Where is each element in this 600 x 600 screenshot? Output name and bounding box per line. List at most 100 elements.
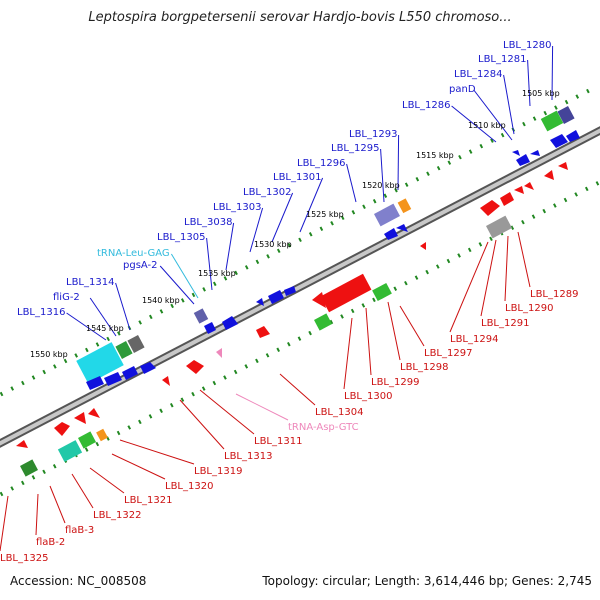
gene-label-reverse[interactable]: flaB-2 (36, 537, 65, 548)
gene-box-lbl1281[interactable] (540, 110, 564, 132)
gene-label-reverse[interactable]: LBL_1325 (0, 553, 48, 564)
gene-label-reverse[interactable]: LBL_1290 (505, 303, 553, 314)
gene-label-reverse[interactable]: LBL_1299 (371, 377, 419, 388)
gene-label-forward[interactable]: LBL_1305 (157, 232, 205, 243)
gene-box-flig2[interactable] (115, 341, 133, 359)
gene-label-forward[interactable]: LBL_1281 (478, 54, 526, 65)
gene-label-reverse[interactable]: LBL_1294 (450, 334, 498, 345)
gene-label-reverse[interactable]: LBL_1319 (194, 466, 242, 477)
gene-arrow[interactable] (284, 286, 296, 296)
leader-line (387, 301, 401, 361)
gene-label-forward[interactable]: LBL_1286 (402, 100, 450, 111)
gene-label-forward[interactable]: panD (449, 84, 476, 95)
gene-arrow[interactable] (558, 162, 568, 170)
gene-label-reverse[interactable]: LBL_1291 (481, 318, 529, 329)
gene-arrow[interactable] (544, 170, 554, 180)
trna-arrow[interactable] (216, 348, 222, 358)
gene-label-forward[interactable]: pgsA-2 (123, 260, 158, 271)
gene-arrow[interactable] (480, 200, 500, 216)
gene-label-reverse[interactable]: flaB-3 (65, 525, 94, 536)
leader-line (517, 231, 531, 288)
gene-arrow[interactable] (524, 182, 534, 190)
scale-ticks (0, 88, 600, 498)
gene-arrow[interactable] (256, 326, 270, 338)
gene-label-forward[interactable]: LBL_1293 (349, 129, 397, 140)
gene-label-forward[interactable]: LBL_1284 (454, 69, 502, 80)
leader-line (504, 235, 509, 302)
gene-label-reverse[interactable]: LBL_1311 (254, 436, 302, 447)
gene-label-reverse[interactable]: LBL_1289 (530, 289, 578, 300)
gene-label-forward[interactable]: LBL_1301 (273, 172, 321, 183)
gene-arrow[interactable] (384, 228, 398, 240)
gene-arrow[interactable] (222, 316, 238, 330)
gene-arrow[interactable] (16, 440, 28, 448)
gene-label-forward[interactable]: tRNA-Leu-GAG (97, 248, 170, 259)
gene-box-lbl1320[interactable] (57, 440, 83, 462)
gene-box-lbl1297[interactable] (372, 282, 392, 302)
leader-line (527, 59, 531, 107)
gene-box-lbl1298[interactable] (320, 273, 372, 313)
gene-arrow[interactable] (500, 192, 514, 206)
gene-label-reverse[interactable]: tRNA-Asp-GTC (288, 422, 359, 433)
gene-arrow[interactable] (530, 150, 540, 156)
gene-arrow[interactable] (420, 242, 426, 250)
gene-label-forward[interactable]: LBL_1280 (503, 40, 551, 51)
gene-arrow[interactable] (396, 224, 408, 232)
gene-label-reverse[interactable]: LBL_1320 (165, 481, 213, 492)
gene-arrow[interactable] (74, 412, 86, 424)
leader-line (66, 312, 107, 341)
gene-box-lbl1291[interactable] (486, 215, 512, 239)
gene-label-reverse[interactable]: LBL_1313 (224, 451, 272, 462)
leader-line (235, 393, 289, 421)
gene-arrow[interactable] (512, 150, 520, 156)
gene-label-forward[interactable]: LBL_1296 (297, 158, 345, 169)
gene-label-forward[interactable]: LBL_1316 (17, 307, 65, 318)
gene-label-reverse[interactable]: LBL_1322 (93, 510, 141, 521)
gene-arrow[interactable] (86, 376, 104, 390)
gene-label-forward[interactable]: fliG-2 (53, 292, 80, 303)
gene-arrow[interactable] (516, 154, 530, 166)
gene-box-lbl1316[interactable] (76, 342, 124, 384)
gene-arrow[interactable] (550, 134, 568, 148)
gene-arrow[interactable] (268, 290, 284, 304)
gene-box-lbl1313[interactable] (96, 428, 108, 442)
gene-box-lbl1314[interactable] (127, 335, 145, 353)
gene-label-reverse[interactable]: LBL_1321 (124, 495, 172, 506)
gene-label-forward[interactable]: LBL_1314 (66, 277, 114, 288)
gene-label-reverse[interactable]: LBL_1297 (424, 348, 472, 359)
gene-arrow[interactable] (514, 186, 524, 194)
label-leader-lines (0, 45, 554, 552)
gene-box-pgsa2[interactable] (193, 308, 209, 324)
gene-box-lbl1299[interactable] (314, 313, 332, 331)
gene-arrow[interactable] (122, 366, 138, 380)
gene-label-reverse[interactable]: LBL_1298 (400, 362, 448, 373)
gene-label-reverse[interactable]: LBL_1304 (315, 407, 363, 418)
gene-arrow[interactable] (312, 292, 326, 308)
gene-arrow[interactable] (256, 298, 264, 306)
leader-line (35, 493, 39, 536)
gene-box-lbl1322[interactable] (20, 459, 38, 477)
leader-line (299, 177, 324, 233)
gene-arrow[interactable] (186, 360, 204, 374)
gene-label-forward[interactable]: LBL_3038 (184, 217, 232, 228)
leader-line (119, 439, 195, 465)
leader-line (111, 453, 166, 480)
leader-line (451, 105, 497, 143)
gene-label-forward[interactable]: LBL_1302 (243, 187, 291, 198)
gene-box-lbl1319[interactable] (78, 431, 96, 449)
gene-arrow[interactable] (204, 322, 216, 334)
gene-arrow[interactable] (104, 372, 122, 386)
gene-box-lbl1295[interactable] (397, 198, 412, 214)
gene-label-forward[interactable]: LBL_1303 (213, 202, 261, 213)
gene-arrow[interactable] (54, 422, 70, 436)
gene-arrow[interactable] (88, 408, 100, 418)
gene-labels: 1505 kbp 1510 kbp 1515 kbp 1520 kbp 1525 kbp… (0, 40, 578, 564)
gene-label-forward[interactable]: LBL_1295 (331, 143, 379, 154)
gene-label-reverse[interactable]: LBL_1300 (344, 391, 392, 402)
gene-box-lbl1293[interactable] (374, 203, 400, 227)
gene-box-lbl1280[interactable] (557, 106, 575, 124)
gene-arrow[interactable] (140, 362, 156, 374)
gene-arrow[interactable] (566, 130, 580, 142)
gene-arrow[interactable] (162, 376, 170, 386)
